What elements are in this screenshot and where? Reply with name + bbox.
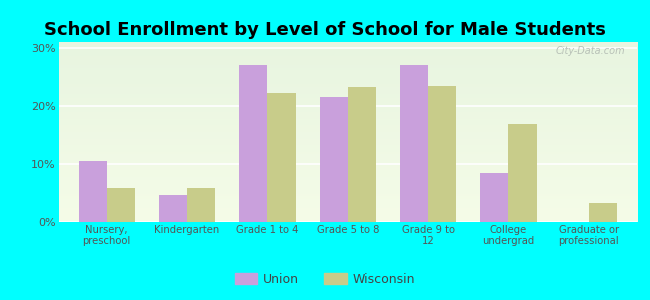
Bar (480, 172, 508, 222)
Text: City-Data.com: City-Data.com (556, 46, 625, 56)
Bar (348, 87, 376, 222)
Bar (239, 65, 267, 222)
Bar (320, 97, 348, 222)
Bar (589, 203, 617, 222)
Bar (508, 124, 536, 222)
Bar (107, 188, 135, 222)
Bar (267, 93, 296, 222)
Text: School Enrollment by Level of School for Male Students: School Enrollment by Level of School for… (44, 21, 606, 39)
Bar (400, 65, 428, 222)
Bar (79, 161, 107, 222)
Bar (159, 195, 187, 222)
Legend: Union, Wisconsin: Union, Wisconsin (229, 268, 421, 291)
Bar (428, 85, 456, 222)
Bar (187, 188, 215, 222)
